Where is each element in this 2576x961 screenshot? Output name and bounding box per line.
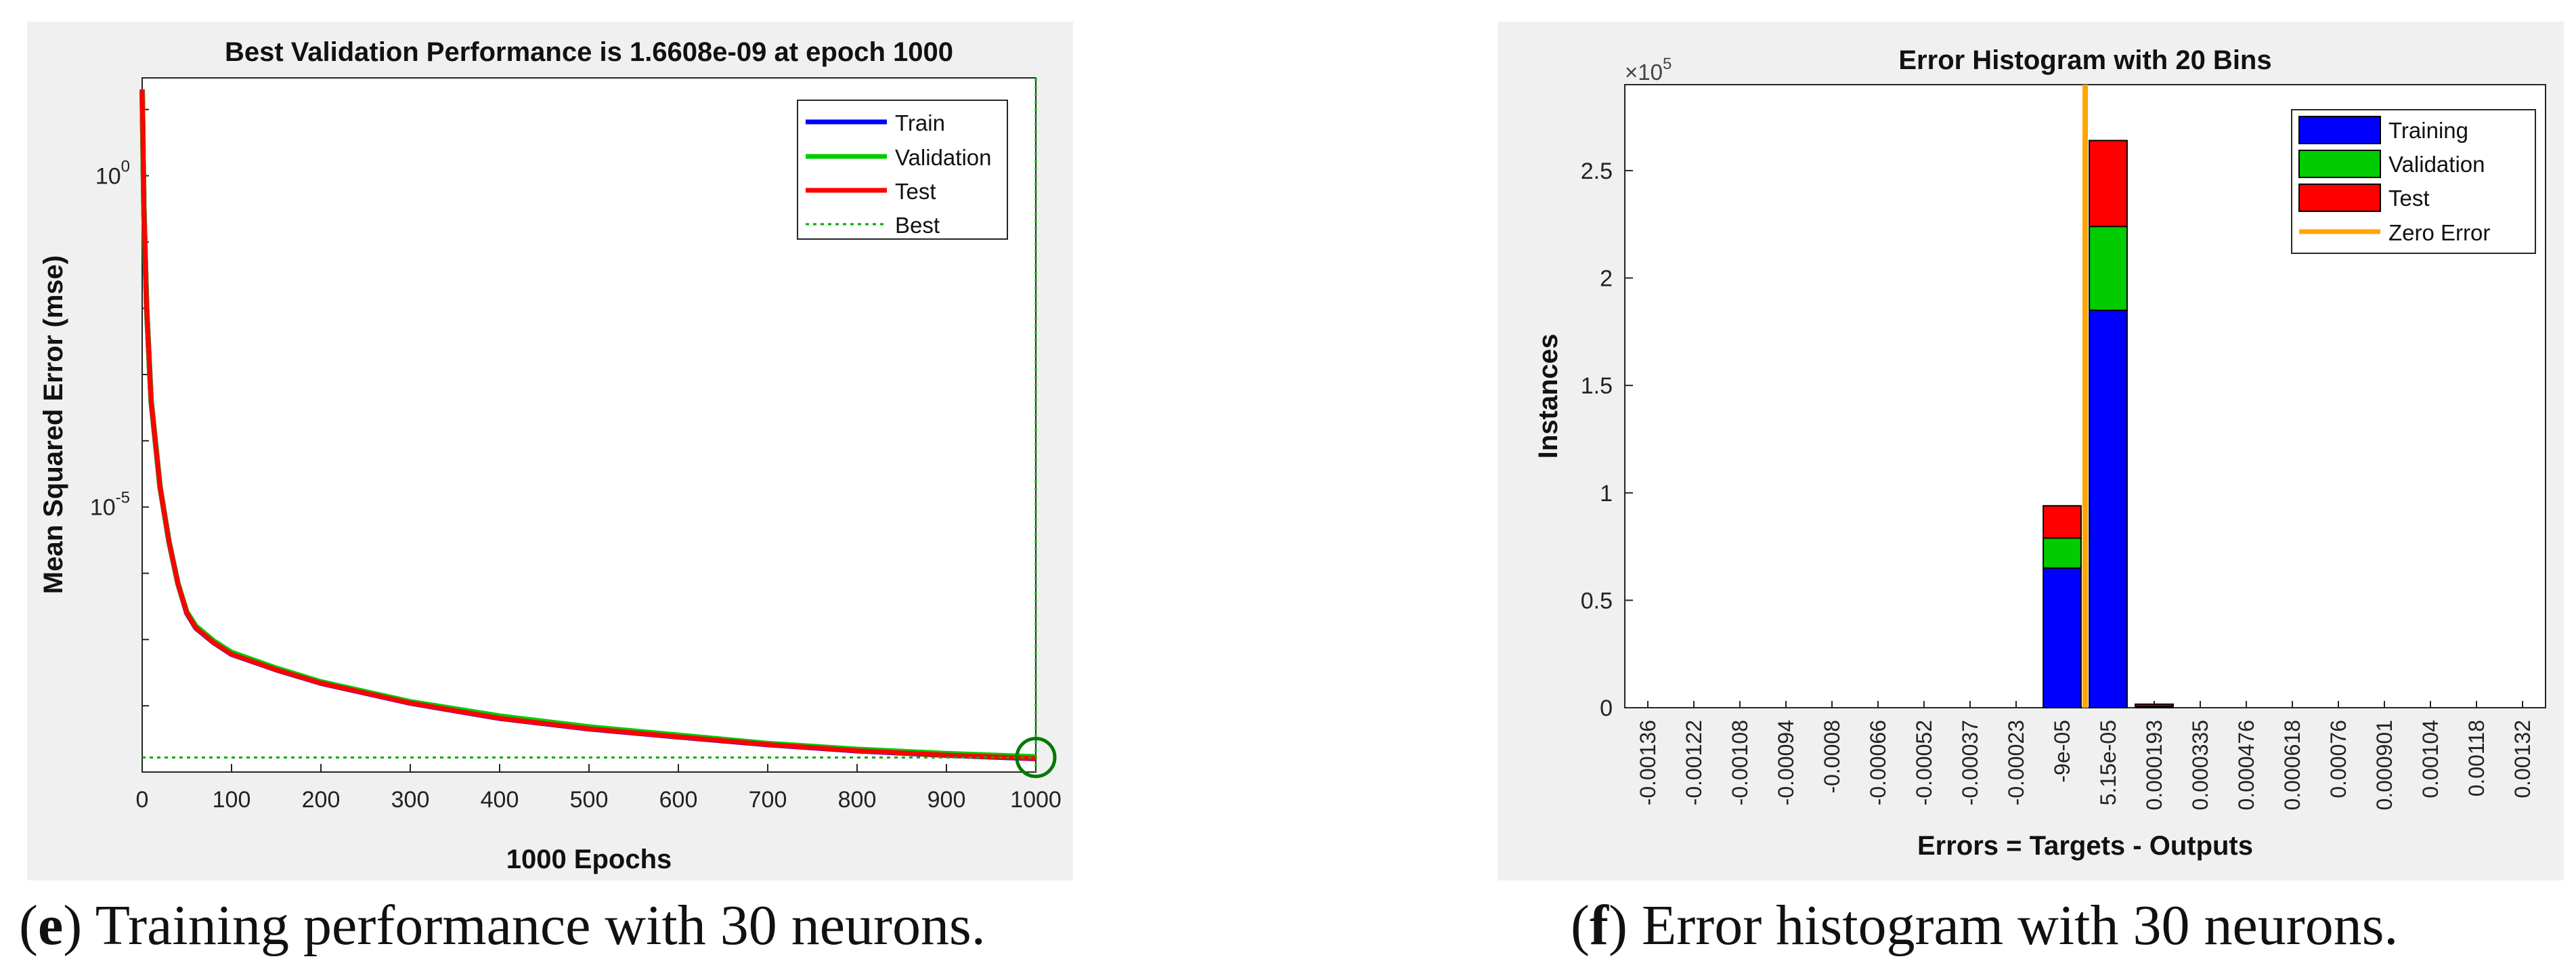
performance-x-tick-label: 600: [659, 787, 698, 813]
performance-y-tick-label: 10-5: [90, 489, 130, 521]
performance-x-tick-label: 900: [927, 787, 966, 813]
histogram-panel: Error Histogram with 20 Bins ×105 Errors…: [1489, 0, 2576, 961]
performance-y-tick-exp: 0: [121, 158, 130, 176]
performance-x-tick-label: 700: [749, 787, 787, 813]
histogram-bar-test: [2089, 140, 2128, 228]
legend-training-label: Training: [2388, 118, 2468, 143]
legend-test-label: Test: [895, 179, 936, 204]
performance-x-tick-label: 200: [302, 787, 341, 813]
histogram-x-tick-label: -0.00066: [1866, 720, 1890, 805]
histogram-y-multiplier-base: ×10: [1625, 60, 1663, 85]
performance-best-markers: [142, 78, 1057, 778]
histogram-y-multiplier-exp: 5: [1663, 55, 1672, 73]
histogram-bars: [2043, 140, 2174, 709]
histogram-x-tick-label: 0.000618: [2280, 720, 2305, 810]
legend-zero-error-label: Zero Error: [2388, 220, 2490, 245]
histogram-chart: Error Histogram with 20 Bins ×105 Errors…: [1498, 22, 2564, 880]
performance-x-tick-label: 0: [136, 787, 149, 813]
histogram-x-tick-label: 0.000901: [2372, 720, 2397, 810]
histogram-x-tick-label: -9e-05: [2050, 720, 2074, 783]
performance-x-tick-label: 800: [838, 787, 877, 813]
performance-y-tick-label: 100: [95, 158, 130, 190]
histogram-x-tick-label: 0.00104: [2418, 720, 2443, 798]
legend-hist-test-swatch: [2298, 184, 2381, 212]
histogram-y-tick-label: 2.5: [1581, 158, 1613, 184]
histogram-x-tick-label: -0.00023: [2004, 720, 2028, 805]
performance-panel: Best Validation Performance is 1.6608e-0…: [0, 0, 1097, 961]
legend-hist-validation-swatch: [2298, 150, 2381, 178]
histogram-bar-training: [2089, 309, 2128, 709]
histogram-y-tick-label: 1: [1600, 481, 1613, 507]
legend-best-label: Best: [895, 213, 940, 238]
performance-caption-letter: e: [37, 894, 64, 957]
legend-training-swatch: [2298, 116, 2381, 144]
performance-x-tick-label: 1000: [1010, 787, 1062, 813]
histogram-y-tick-label: 0.5: [1581, 588, 1613, 614]
histogram-x-tick-label: -0.00052: [1912, 720, 1936, 805]
histogram-x-tick-label: 0.000476: [2234, 720, 2258, 810]
performance-y-tick-base: 10: [90, 495, 116, 521]
histogram-x-tick-label: -0.00108: [1728, 720, 1752, 805]
performance-x-tick-label: 500: [570, 787, 609, 813]
histogram-bar-training: [2043, 567, 2082, 708]
legend-validation-label: Validation: [895, 145, 992, 170]
histogram-x-tick-label: 0.00076: [2326, 720, 2351, 798]
histogram-x-tick-label: 0.000335: [2188, 720, 2212, 810]
histogram-y-tick-label: 0: [1600, 696, 1613, 721]
histogram-x-tick-label: -0.00037: [1958, 720, 1982, 805]
legend-train-label: Train: [895, 110, 945, 135]
histogram-legend: Training Validation Test Zero Error: [2291, 109, 2536, 254]
performance-x-tick-label: 400: [481, 787, 519, 813]
performance-series-group: [139, 89, 1036, 761]
performance-caption: (e) Training performance with 30 neurons…: [19, 894, 986, 957]
histogram-x-tick-label: 5.15e-05: [2096, 720, 2120, 805]
performance-series-test: [139, 89, 1036, 761]
histogram-y-tick-label: 2: [1600, 266, 1613, 292]
performance-x-tick-label: 100: [213, 787, 251, 813]
histogram-ylabel: Instances: [1533, 334, 1563, 459]
performance-best-circle: [1015, 736, 1057, 778]
histogram-x-tick-label: 0.00132: [2510, 720, 2535, 798]
histogram-title: Error Histogram with 20 Bins: [1898, 45, 2271, 75]
histogram-x-tick-label: -0.00136: [1636, 720, 1660, 805]
histogram-x-tick-label: 0.000193: [2142, 720, 2166, 810]
histogram-y-tick-label: 1.5: [1581, 373, 1613, 399]
performance-x-tick-label: 300: [391, 787, 430, 813]
histogram-bar-validation: [2089, 226, 2128, 312]
performance-ylabel: Mean Squared Error (mse): [39, 255, 68, 594]
performance-xlabel: 1000 Epochs: [506, 845, 672, 874]
performance-caption-text: Training performance with 30 neurons.: [95, 894, 986, 957]
legend-hist-test-label: Test: [2388, 186, 2430, 211]
histogram-y-ticks: 0 0.5 1 1.5 2 2.5: [1581, 158, 1633, 721]
performance-title: Best Validation Performance is 1.6608e-0…: [225, 37, 953, 67]
histogram-x-tick-label: 0.00118: [2464, 720, 2489, 796]
legend-hist-validation-label: Validation: [2388, 152, 2485, 177]
histogram-x-tick-label: -0.0008: [1820, 720, 1844, 794]
performance-y-tick-base: 10: [95, 164, 121, 190]
histogram-caption-text: Error histogram with 30 neurons.: [1641, 894, 2399, 957]
histogram-caption-line: (f) Error histogram with 30 neurons.: [1571, 894, 2399, 957]
histogram-caption-letter: f: [1589, 894, 1609, 957]
histogram-y-multiplier: ×105: [1625, 55, 1672, 85]
histogram-bar-test: [2135, 703, 2174, 707]
performance-legend: Train Validation Test Best: [797, 100, 1008, 240]
performance-y-tick-exp: -5: [116, 489, 130, 507]
histogram-xlabel: Errors = Targets - Outputs: [1917, 831, 2253, 861]
histogram-x-ticks: -0.00136 -0.00122 -0.00108 -0.00094 -0.0008-…: [1636, 701, 2535, 810]
performance-chart: Best Validation Performance is 1.6608e-0…: [27, 22, 1073, 880]
histogram-bar-test: [2043, 505, 2082, 539]
histogram-x-tick-label: -0.00094: [1774, 720, 1798, 805]
histogram-x-tick-label: -0.00122: [1682, 720, 1706, 805]
histogram-bar-validation: [2043, 537, 2082, 569]
